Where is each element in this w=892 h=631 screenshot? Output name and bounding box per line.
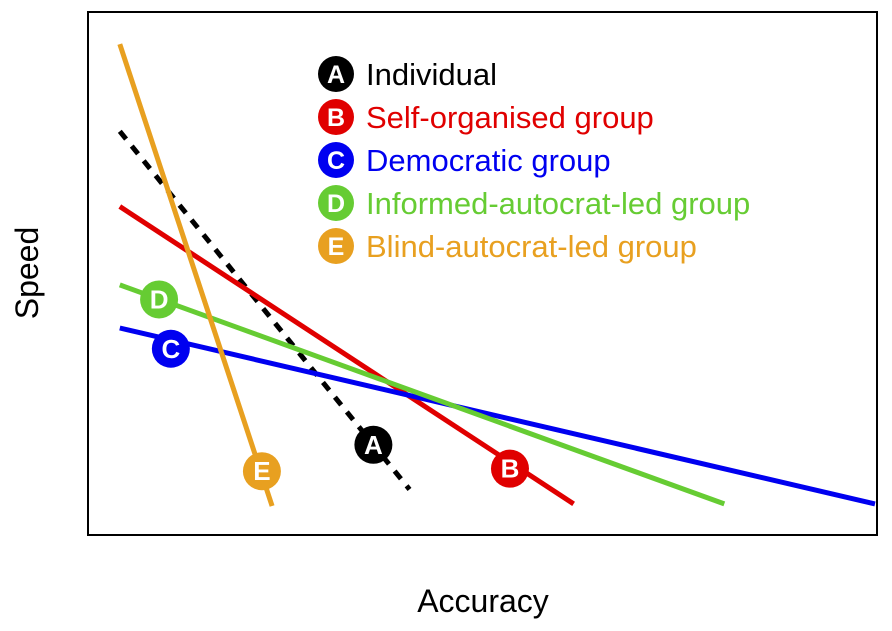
marker-c: C xyxy=(151,329,190,368)
legend-label: Informed-autocrat-led group xyxy=(366,186,750,221)
legend-marker-letter: E xyxy=(328,233,345,261)
legend-marker-letter: C xyxy=(327,147,345,175)
marker-letter: C xyxy=(161,334,180,364)
legend-label: Blind-autocrat-led group xyxy=(366,229,697,264)
marker-e: E xyxy=(242,452,281,491)
legend-label: Self-organised group xyxy=(366,100,654,135)
marker-circle xyxy=(354,425,393,464)
marker-b: B xyxy=(490,449,529,488)
marker-letter: D xyxy=(150,284,169,314)
marker-letter: B xyxy=(501,454,520,484)
legend-marker-letter: B xyxy=(327,104,345,132)
marker-d: D xyxy=(140,280,179,319)
x-axis-label: Accuracy xyxy=(417,583,549,619)
legend-marker-letter: D xyxy=(327,190,345,218)
marker-circle xyxy=(140,280,179,319)
legend-label: Individual xyxy=(366,57,497,92)
marker-letter: A xyxy=(364,430,383,460)
marker-circle xyxy=(242,452,281,491)
legend-marker xyxy=(318,142,354,178)
y-axis-label: Speed xyxy=(9,227,45,320)
legend-item-informed-autocrat-led-group: D Informed-autocrat-led group xyxy=(318,185,750,221)
marker-a: A xyxy=(354,425,393,464)
legend-marker-letter: A xyxy=(327,61,345,89)
marker-circle xyxy=(490,449,529,488)
series-line-blind-autocrat-led-group xyxy=(117,43,275,507)
series-markers: A B CD E xyxy=(140,280,529,491)
marker-circle xyxy=(151,329,190,368)
series-line-informed-autocrat-led-group xyxy=(118,282,726,507)
legend-item-democratic-group: C Democratic group xyxy=(318,142,611,178)
legend-item-self-organised-group: B Self-organised group xyxy=(318,99,654,135)
legend-marker xyxy=(318,56,354,92)
legend-item-blind-autocrat-led-group: E Blind-autocrat-led group xyxy=(318,228,697,264)
legend-item-individual: A Individual xyxy=(318,56,497,92)
legend-marker xyxy=(318,99,354,135)
marker-letter: E xyxy=(253,456,270,486)
legend: A Individual B Self-organised group C Democra… xyxy=(318,56,750,264)
legend-marker xyxy=(318,185,354,221)
legend-marker xyxy=(318,228,354,264)
series-line-democratic-group xyxy=(119,325,876,507)
legend-label: Democratic group xyxy=(366,143,611,178)
